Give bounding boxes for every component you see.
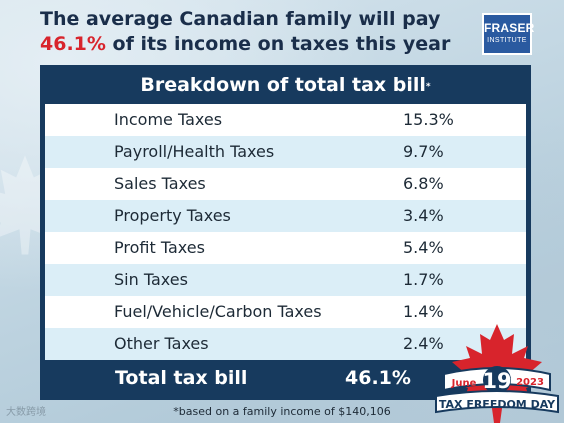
table-row: Property Taxes 3.4% [45,200,526,232]
headline: The average Canadian family will pay 46.… [40,7,460,57]
total-value: 46.1% [345,367,411,389]
headline-line-1: The average Canadian family will pay [40,8,441,30]
badge-day: 19 [482,369,511,393]
table-row: Income Taxes 15.3% [45,104,526,136]
tax-value: 15.3% [403,110,454,129]
tax-label: Profit Taxes [114,238,205,257]
table-title-footnote-mark: * [425,82,431,92]
badge-year: 2023 [516,377,544,388]
tax-value: 1.7% [403,270,444,289]
tax-label: Sales Taxes [114,174,206,193]
total-row: Total tax bill 46.1% [40,359,531,397]
fraser-institute-logo: FRASER INSTITUTE [482,13,535,55]
table-row: Fuel/Vehicle/Carbon Taxes 1.4% [45,296,526,328]
badge-title: TAX FREEDOM DAY [439,398,556,411]
tax-value: 2.4% [403,334,444,353]
table-row: Sales Taxes 6.8% [45,168,526,200]
tax-value: 1.4% [403,302,444,321]
tax-label: Income Taxes [114,110,223,129]
tax-value: 3.4% [403,206,444,225]
table-row: Profit Taxes 5.4% [45,232,526,264]
table-row: Payroll/Health Taxes 9.7% [45,136,526,168]
tax-label: Fuel/Vehicle/Carbon Taxes [114,302,322,321]
table-row: Other Taxes 2.4% [45,328,526,360]
tax-label: Sin Taxes [114,270,188,289]
background-maple-leaf-icon [0,155,75,255]
tax-rows: Income Taxes 15.3% Payroll/Health Taxes 9.7… [45,104,526,360]
tax-label: Payroll/Health Taxes [114,142,275,161]
table-row: Sin Taxes 1.7% [45,264,526,296]
tax-value: 6.8% [403,174,444,193]
watermark-text: 大数跨境 [6,407,46,418]
headline-line-2: 46.1% of its income on taxes this year [40,32,460,57]
tax-value: 5.4% [403,238,444,257]
tax-label: Property Taxes [114,206,231,225]
tax-freedom-day-badge: June 19 2023 TAX FREEDOM DAY [435,324,559,423]
badge-month: June [451,378,477,389]
table-title: Breakdown of total tax bill* [40,70,531,100]
tax-breakdown-panel: Breakdown of total tax bill* Income Taxe… [40,65,531,400]
logo-line-2: INSTITUTE [487,37,527,44]
tax-value: 9.7% [403,142,444,161]
total-label: Total tax bill [115,367,248,389]
logo-line-1: FRASER [484,21,535,35]
tax-label: Other Taxes [114,334,209,353]
headline-line-2-rest: of its income on taxes this year [105,33,451,55]
headline-percent: 46.1% [40,33,106,55]
footnote: *based on a family income of $140,106 [173,405,391,418]
table-title-text: Breakdown of total tax bill [140,74,426,96]
